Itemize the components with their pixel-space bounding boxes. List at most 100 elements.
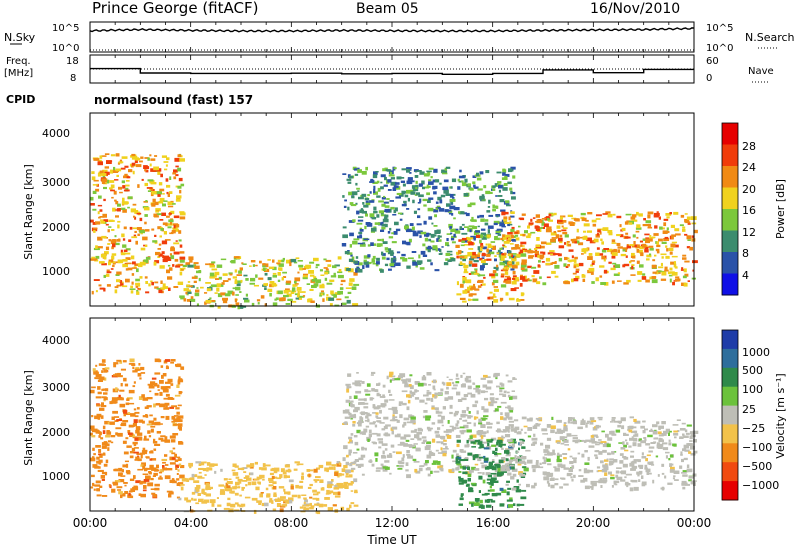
echo-cell-2-0-55 xyxy=(154,286,159,289)
echo-cell-2-0-425 xyxy=(147,157,150,161)
echo-cell-3-2-208 xyxy=(473,416,477,420)
echo-cell-2-1-281 xyxy=(333,294,337,298)
echo-cell-2-0-257 xyxy=(174,224,180,228)
echo-cell-2-1-11 xyxy=(267,288,273,292)
echo-cell-2-2-293 xyxy=(446,238,449,242)
echo-cell-2-2-36 xyxy=(481,246,487,249)
echo-cell-3-2-51 xyxy=(468,411,471,414)
echo-cell-3-0-334 xyxy=(178,391,182,395)
echo-cell-2-0-349 xyxy=(119,191,123,194)
echo-cell-2-4-16 xyxy=(518,225,521,228)
echo-cell-2-4-422 xyxy=(659,226,663,230)
echo-cell-2-1-232 xyxy=(229,273,233,276)
echo-cell-2-2-264 xyxy=(359,229,364,232)
echo-cell-3-2-185 xyxy=(507,416,513,420)
echo-cell-2-0-403 xyxy=(152,198,156,203)
echo-cell-3-0-75 xyxy=(107,440,112,443)
echo-cell-2-4-256 xyxy=(599,265,605,268)
echo-cell-2-3-74 xyxy=(468,293,473,297)
echo-cell-3-0-70 xyxy=(134,447,139,449)
echo-cell-2-2-371 xyxy=(390,181,397,186)
echo-cell-2-0-137 xyxy=(106,269,110,273)
echo-cell-3-0-403 xyxy=(132,385,136,388)
echo-cell-3-4-41 xyxy=(656,421,660,425)
echo-cell-2-2-596 xyxy=(427,245,432,250)
echo-cell-3-4-118 xyxy=(542,456,545,460)
echo-cell-2-2-228 xyxy=(407,177,413,181)
echo-cell-3-1-129 xyxy=(285,501,290,504)
echo-cell-2-0-31 xyxy=(144,214,148,217)
echo-cell-3-4-144 xyxy=(590,485,594,489)
echo-cell-2-2-538 xyxy=(508,250,512,255)
echo-cell-2-4-368 xyxy=(541,218,547,220)
echo-cell-2-1-2 xyxy=(249,282,255,285)
echo-cell-3-0-233 xyxy=(127,412,131,415)
echo-cell-2-4-26 xyxy=(557,253,562,257)
echo-cell-3-0-428 xyxy=(177,482,184,486)
echo-cell-3-4-430 xyxy=(622,441,625,445)
echo-cell-3-2-580 xyxy=(400,461,405,464)
echo-cell-3-4-370 xyxy=(688,451,692,454)
echo-cell-3-2-236 xyxy=(446,435,452,439)
echo-cell-2-0-89 xyxy=(178,239,182,242)
echo-cell-2-0-201 xyxy=(159,219,164,221)
echo-cell-3-2-192 xyxy=(396,451,402,455)
echo-cell-2-4-421 xyxy=(576,263,579,268)
echo-cell-2-2-435 xyxy=(464,226,469,228)
echo-cell-2-2-136 xyxy=(501,247,504,250)
echo-cell-2-2-69 xyxy=(408,238,412,243)
echo-cell-2-2-578 xyxy=(417,262,422,265)
echo-cell-2-2-273 xyxy=(381,223,386,227)
echo-cell-2-2-368 xyxy=(388,174,395,177)
echo-cell-3-4-186 xyxy=(571,434,578,437)
echo-cell-3-2-430 xyxy=(359,416,362,419)
echo-cell-2-4-493 xyxy=(617,272,621,275)
echo-cell-3-4-92 xyxy=(535,462,539,466)
echo-cell-3-1-54 xyxy=(314,479,318,483)
echo-cell-3-2-583 xyxy=(421,436,427,439)
echo-cell-2-4-41 xyxy=(578,242,584,246)
echo-cell-2-2-357 xyxy=(498,254,504,258)
echo-cell-2-3-138 xyxy=(500,257,505,261)
echo-cell-3-4-303 xyxy=(614,483,618,486)
echo-cell-3-0-201 xyxy=(110,441,114,444)
echo-cell-2-2-122 xyxy=(390,206,395,210)
echo-cell-3-2-397 xyxy=(403,443,408,445)
echo-cell-2-1-270 xyxy=(306,283,310,285)
echo-cell-2-0-358 xyxy=(144,182,148,187)
echo-cell-3-0-21 xyxy=(148,385,155,389)
echo-cell-3-4-292 xyxy=(658,425,664,429)
echo-cell-2-2-518 xyxy=(414,175,419,178)
echo-cell-3-4-407 xyxy=(652,430,658,435)
echo-cell-3-2-71 xyxy=(398,401,403,405)
echo-cell-3-0-290 xyxy=(147,430,151,434)
echo-cell-2-0-372 xyxy=(151,203,156,207)
echo-cell-2-1-217 xyxy=(293,261,298,264)
echo-cell-2-0-282 xyxy=(100,253,107,258)
echo-cell-2-2-449 xyxy=(428,238,432,242)
echo-cell-3-1-31 xyxy=(234,492,239,496)
echo-cell-3-4-171 xyxy=(560,442,565,445)
echo-cell-2-4-66 xyxy=(545,262,551,265)
echo-cell-3-0-312 xyxy=(98,453,102,456)
echo-cell-2-4-488 xyxy=(669,251,673,255)
echo-cell-3-2-461 xyxy=(424,446,428,451)
echo-cell-3-4-288 xyxy=(658,434,664,437)
echo-cell-3-1-157 xyxy=(283,499,289,502)
echo-cell-2-2-509 xyxy=(451,178,457,183)
echo-cell-3-2-379 xyxy=(432,460,438,464)
echo-cell-2-3-119 xyxy=(487,296,491,300)
echo-cell-2-4-278 xyxy=(540,251,544,254)
echo-cell-2-0-341 xyxy=(92,208,97,211)
echo-cell-3-4-460 xyxy=(554,483,559,486)
echo-cell-3-2-527 xyxy=(369,422,376,425)
echo-cell-2-1-174 xyxy=(275,297,279,301)
echo-cell-2-1-266 xyxy=(210,284,217,287)
echo-cell-2-2-388 xyxy=(423,173,430,177)
echo-cell-2-3-42 xyxy=(503,280,508,283)
echo-cell-3-1-187 xyxy=(303,497,307,500)
echo-cell-3-0-387 xyxy=(172,447,176,450)
echo-cell-3-4-375 xyxy=(659,438,663,442)
echo-cell-2-4-168 xyxy=(500,273,505,276)
echo-cell-3-3-65 xyxy=(494,451,498,455)
